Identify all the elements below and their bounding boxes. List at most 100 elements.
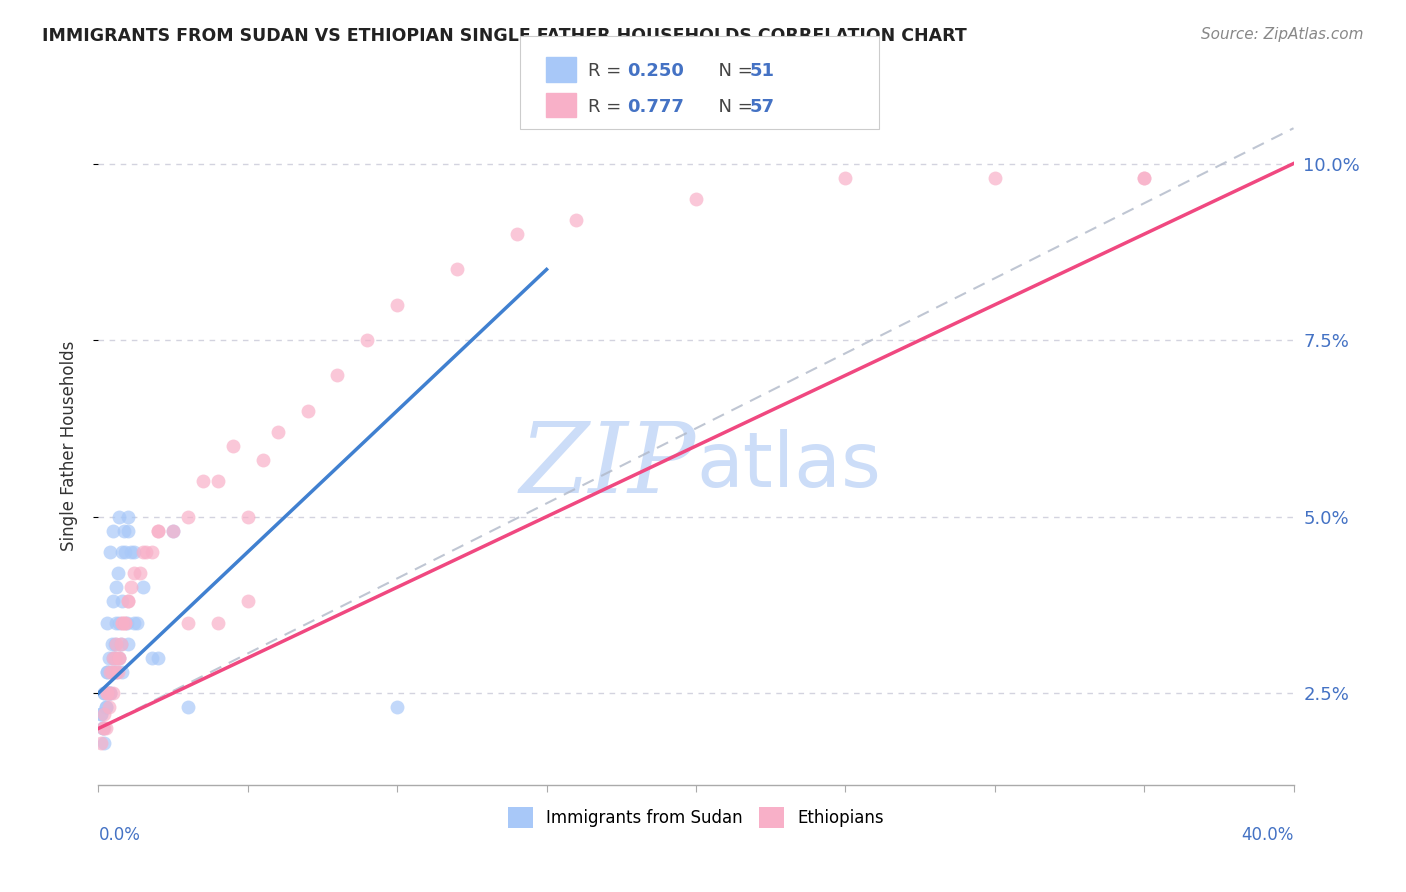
- Point: [105, 665, 128, 679]
- Point: [105, 665, 128, 679]
- Point: [222, 439, 245, 453]
- Point: [1133, 170, 1156, 185]
- Legend: Immigrants from Sudan, Ethiopians: Immigrants from Sudan, Ethiopians: [501, 801, 891, 834]
- Point: [506, 227, 529, 241]
- Point: [90, 735, 112, 749]
- Point: [141, 651, 163, 665]
- Point: [117, 594, 139, 608]
- Point: [103, 651, 125, 665]
- Point: [103, 524, 125, 538]
- Point: [132, 580, 155, 594]
- Point: [124, 566, 146, 580]
- Point: [236, 509, 259, 524]
- Text: IMMIGRANTS FROM SUDAN VS ETHIOPIAN SINGLE FATHER HOUSEHOLDS CORRELATION CHART: IMMIGRANTS FROM SUDAN VS ETHIOPIAN SINGL…: [42, 27, 967, 45]
- Point: [132, 545, 155, 559]
- Point: [110, 637, 132, 651]
- Point: [297, 403, 319, 417]
- Point: [129, 566, 152, 580]
- Point: [98, 665, 122, 679]
- Text: 40.0%: 40.0%: [1241, 826, 1294, 844]
- Text: 0.777: 0.777: [627, 98, 683, 116]
- Point: [207, 475, 229, 489]
- Point: [148, 524, 170, 538]
- Point: [117, 524, 139, 538]
- Point: [117, 509, 139, 524]
- Point: [127, 615, 149, 630]
- Text: Source: ZipAtlas.com: Source: ZipAtlas.com: [1201, 27, 1364, 42]
- Point: [162, 524, 184, 538]
- Point: [108, 615, 131, 630]
- Point: [98, 686, 122, 700]
- Point: [107, 665, 129, 679]
- Point: [111, 594, 134, 608]
- Point: [104, 637, 127, 651]
- Point: [385, 298, 409, 312]
- Point: [93, 707, 115, 722]
- Point: [112, 524, 135, 538]
- Point: [94, 722, 117, 736]
- Point: [685, 192, 707, 206]
- Point: [97, 651, 120, 665]
- Point: [96, 615, 118, 630]
- Point: [107, 566, 129, 580]
- Point: [124, 545, 146, 559]
- Point: [96, 665, 118, 679]
- Point: [267, 425, 290, 439]
- Point: [111, 545, 134, 559]
- Point: [1133, 170, 1156, 185]
- Point: [111, 615, 134, 630]
- Point: [177, 509, 200, 524]
- Text: R =: R =: [588, 62, 627, 80]
- Text: atlas: atlas: [696, 429, 880, 503]
- Point: [98, 686, 122, 700]
- Point: [91, 722, 114, 736]
- Point: [103, 594, 125, 608]
- Point: [110, 637, 132, 651]
- Point: [97, 686, 120, 700]
- Point: [326, 368, 349, 383]
- Point: [565, 213, 588, 227]
- Point: [93, 686, 115, 700]
- Point: [91, 722, 114, 736]
- Point: [97, 700, 120, 714]
- Point: [117, 637, 139, 651]
- Point: [90, 707, 112, 722]
- Point: [94, 700, 117, 714]
- Point: [120, 545, 142, 559]
- Point: [385, 700, 409, 714]
- Point: [117, 594, 139, 608]
- Text: 57: 57: [749, 98, 775, 116]
- Point: [108, 651, 131, 665]
- Point: [162, 524, 184, 538]
- Point: [103, 686, 125, 700]
- Point: [191, 475, 214, 489]
- Point: [834, 170, 856, 185]
- Point: [111, 615, 134, 630]
- Point: [93, 722, 115, 736]
- Point: [114, 615, 136, 630]
- Point: [105, 615, 128, 630]
- Point: [94, 700, 117, 714]
- Text: 0.250: 0.250: [627, 62, 683, 80]
- Point: [101, 665, 124, 679]
- Point: [115, 615, 138, 630]
- Point: [103, 651, 125, 665]
- Text: ZIP: ZIP: [520, 418, 696, 514]
- Text: N =: N =: [707, 62, 759, 80]
- Point: [124, 615, 146, 630]
- Point: [104, 651, 127, 665]
- Point: [120, 580, 142, 594]
- Point: [96, 686, 118, 700]
- Point: [356, 333, 378, 347]
- Point: [111, 665, 134, 679]
- Point: [96, 665, 118, 679]
- Point: [135, 545, 157, 559]
- Point: [446, 262, 468, 277]
- Point: [114, 545, 136, 559]
- Text: R =: R =: [588, 98, 627, 116]
- Point: [104, 651, 127, 665]
- Point: [93, 686, 115, 700]
- Point: [96, 686, 118, 700]
- Point: [148, 651, 170, 665]
- Point: [236, 594, 259, 608]
